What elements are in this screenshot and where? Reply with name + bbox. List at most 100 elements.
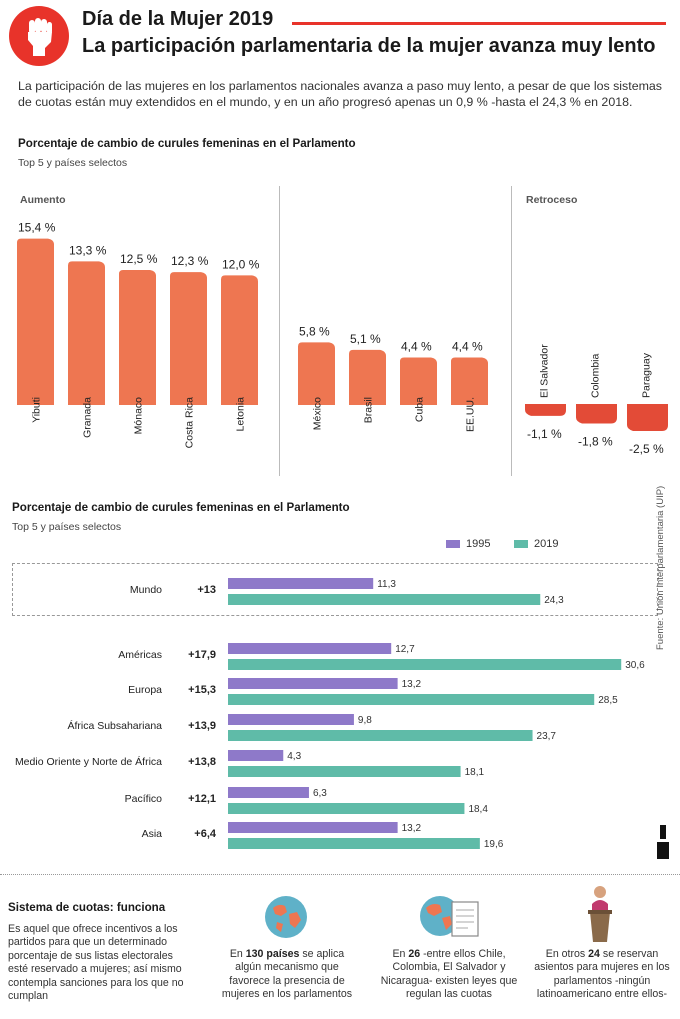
fact-24-countries: En otros 24 se reservan asientos para mu… xyxy=(532,948,672,1002)
bar-paraguay xyxy=(627,404,668,431)
data-label-colombia: -1,8 % xyxy=(578,434,613,448)
category-label-ee-uu: EE.UU. xyxy=(465,397,477,432)
bar-colombia xyxy=(576,404,617,424)
change-label-africa-subsahariana: +13,9 xyxy=(188,720,216,732)
change-label-europa: +15,3 xyxy=(188,684,216,696)
bar-pacifico-1995 xyxy=(228,787,309,798)
panel-label-aumento: Aumento xyxy=(20,194,66,206)
category-label-yibuti: Yibuti xyxy=(31,397,43,423)
fact-text: En otros xyxy=(545,948,589,960)
category-label-el-salvador: El Salvador xyxy=(539,344,551,398)
title-rule xyxy=(292,22,666,25)
bar-europa-2019 xyxy=(228,694,595,705)
bottom-chart-title: Porcentaje de cambio de curules femenina… xyxy=(12,501,350,514)
section-divider xyxy=(0,874,680,876)
source-note: Fuente: Unión Interparlamentaria (UIP) xyxy=(655,485,666,650)
data-label-mexico: 5,8 % xyxy=(299,324,330,338)
bar-americas-2019 xyxy=(228,659,622,670)
bar-africa-subsahariana-2019 xyxy=(228,730,533,741)
raised-fist-logo xyxy=(9,6,69,66)
data-label-yibuti: 15,4 % xyxy=(18,221,56,235)
top-chart-title: Porcentaje de cambio de curules femenina… xyxy=(18,137,356,150)
change-label-americas: +17,9 xyxy=(188,649,216,661)
region-label-americas: Américas xyxy=(118,649,162,661)
region-label-medio-oriente-y-norte-de-africa: Medio Oriente y Norte de África xyxy=(15,755,162,768)
bar-medio-oriente-y-norte-de-africa-1995 xyxy=(228,750,284,761)
intro-paragraph: La participación de las mujeres en los p… xyxy=(18,79,662,109)
publisher-logo xyxy=(656,822,670,860)
category-label-mexico: México xyxy=(312,397,324,430)
category-label-paraguay: Paraguay xyxy=(641,352,653,398)
top-bar-chart: 15,4 % Yibuti 13,3 % Granada 12,5 % Mónaco 12,… xyxy=(17,221,668,456)
legend-swatch-2019 xyxy=(514,540,528,548)
value-label-medio-oriente-y-norte-de-africa-1995: 4,3 xyxy=(287,751,301,762)
bar-mundo-2019 xyxy=(228,594,541,605)
quota-description: Es aquel que ofrece incentivos a los par… xyxy=(8,923,184,1003)
region-label-mundo: Mundo xyxy=(130,584,162,596)
change-label-mundo: +13 xyxy=(197,584,216,596)
category-label-letonia: Letonia xyxy=(235,397,247,432)
globe-document-icon xyxy=(418,890,490,951)
bar-el-salvador xyxy=(525,404,566,416)
bar-yibuti xyxy=(17,238,54,405)
value-label-pacifico-2019: 18,4 xyxy=(468,804,488,815)
category-label-brasil: Brasil xyxy=(363,397,375,423)
bar-mundo-1995 xyxy=(228,578,374,589)
bar-ee-uu xyxy=(451,357,488,405)
bar-monaco xyxy=(119,270,156,405)
bar-cuba xyxy=(400,357,437,405)
page-subtitle: La participación parlamentaria de la muj… xyxy=(82,35,656,57)
bottom-bar-chart: Mundo +13 11,3 24,3 Américas +17,9 12,7 30,6 Eur… xyxy=(15,578,645,850)
fact-number: 130 países xyxy=(245,948,300,960)
value-label-asia-2019: 19,6 xyxy=(484,839,504,850)
bar-asia-2019 xyxy=(228,838,480,849)
panel-divider xyxy=(279,186,280,476)
category-label-granada: Granada xyxy=(82,397,94,438)
value-label-asia-1995: 13,2 xyxy=(402,823,422,834)
fact-text: En xyxy=(392,948,409,960)
bar-medio-oriente-y-norte-de-africa-2019 xyxy=(228,766,461,777)
legend-label-1995: 1995 xyxy=(466,538,491,550)
data-label-brasil: 5,1 % xyxy=(350,332,381,346)
value-label-pacifico-1995: 6,3 xyxy=(313,788,327,799)
page-title: Día de la Mujer 2019 xyxy=(82,8,274,30)
fact-26-countries: En 26 -entre ellos Chile, Colombia, El S… xyxy=(374,948,524,1002)
value-label-medio-oriente-y-norte-de-africa-2019: 18,1 xyxy=(465,767,485,778)
panel-label-retroceso: Retroceso xyxy=(526,194,578,206)
value-label-mundo-2019: 24,3 xyxy=(544,595,564,606)
data-label-paraguay: -2,5 % xyxy=(629,442,664,456)
fact-text: se aplica algún mecanismo que favorece l… xyxy=(221,948,353,1001)
bar-granada xyxy=(68,261,105,405)
change-label-asia: +6,4 xyxy=(194,828,217,840)
legend-2019: 2019 xyxy=(514,538,558,550)
bar-asia-1995 xyxy=(228,822,398,833)
value-label-mundo-1995: 11,3 xyxy=(377,579,396,590)
value-label-americas-2019: 30,6 xyxy=(625,660,645,671)
data-label-cuba: 4,4 % xyxy=(401,339,432,353)
fact-number: 26 xyxy=(408,948,421,960)
region-label-asia: Asia xyxy=(142,828,163,840)
value-label-africa-subsahariana-1995: 9,8 xyxy=(358,715,372,726)
bar-mexico xyxy=(298,342,335,405)
fact-text: En xyxy=(229,948,246,960)
world-highlight-box xyxy=(12,563,658,616)
woman-at-podium-icon xyxy=(586,884,614,949)
globe-icon xyxy=(263,894,309,945)
value-label-americas-1995: 12,7 xyxy=(395,644,415,655)
region-label-pacifico: Pacífico xyxy=(125,793,163,805)
bar-europa-1995 xyxy=(228,678,398,689)
value-label-europa-1995: 13,2 xyxy=(402,679,422,690)
panel-divider xyxy=(511,186,512,476)
value-label-africa-subsahariana-2019: 23,7 xyxy=(537,731,557,742)
data-label-monaco: 12,5 % xyxy=(120,252,158,266)
data-label-ee-uu: 4,4 % xyxy=(452,339,483,353)
legend-swatch-1995 xyxy=(446,540,460,548)
bar-letonia xyxy=(221,275,258,405)
data-label-el-salvador: -1,1 % xyxy=(527,427,562,441)
bar-brasil xyxy=(349,349,386,405)
bottom-chart-subtitle: Top 5 y países selectos xyxy=(12,521,122,533)
fact-text: se reservan asientos para mujeres en los… xyxy=(534,948,670,1001)
legend-label-2019: 2019 xyxy=(534,538,559,550)
fact-text: -entre ellos Chile, Colombia, El Salvado… xyxy=(380,948,518,1001)
change-label-pacifico: +12,1 xyxy=(188,793,216,805)
